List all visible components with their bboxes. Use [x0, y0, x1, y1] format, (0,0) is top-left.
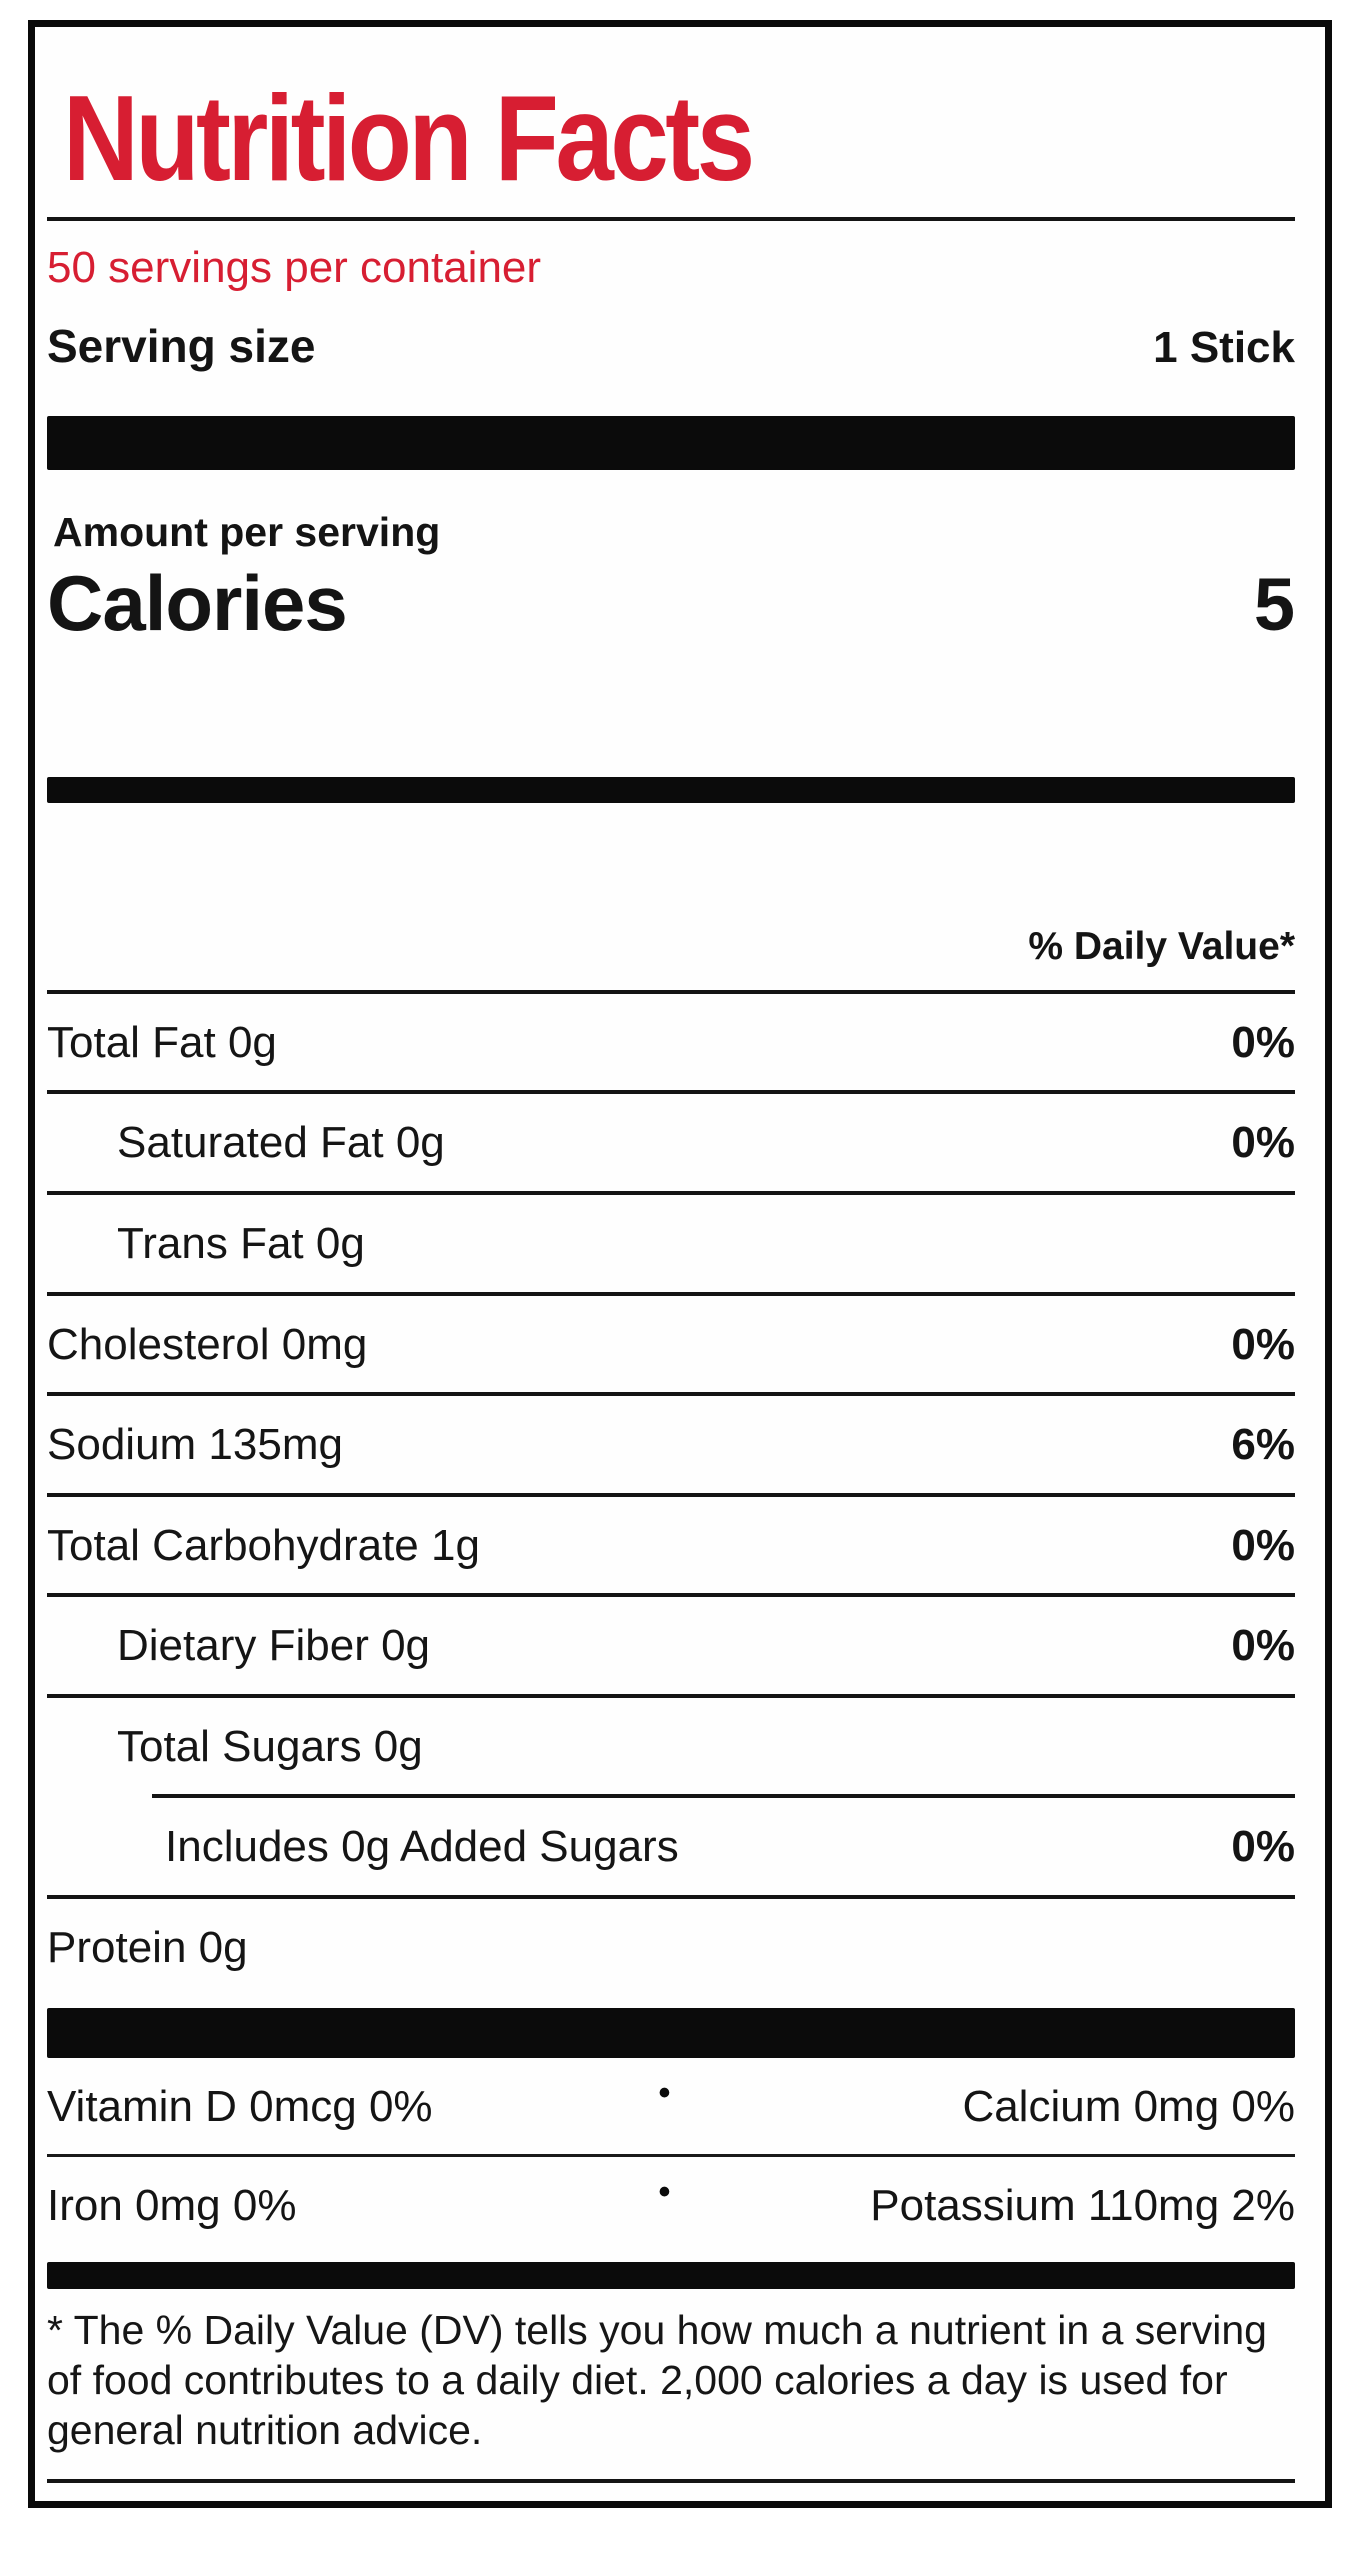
amount-per-serving-label: Amount per serving: [53, 509, 441, 556]
nutrient-name: Protein 0g: [47, 1923, 248, 1973]
bullet-separator-icon: •: [658, 2173, 671, 2212]
nutrient-row-protein: Protein 0g: [47, 1899, 1295, 1998]
daily-value-header: % Daily Value*: [47, 925, 1295, 994]
divider-bottom: [47, 2478, 1295, 2483]
separator-bar-thick-top: [47, 416, 1295, 471]
calories-row: Calories 5: [47, 562, 1295, 645]
label-title: Nutrition Facts: [63, 70, 755, 206]
separator-bar-under-calories: [47, 776, 1295, 803]
nutrition-facts-label: Nutrition Facts 50 servings per containe…: [28, 20, 1332, 2508]
nutrient-daily-value: 0%: [1231, 1520, 1295, 1570]
nutrient-name: Trans Fat 0g: [117, 1218, 365, 1268]
nutrient-name: Total Fat 0g: [47, 1017, 277, 1067]
separator-bar-above-footnote: [47, 2261, 1295, 2289]
nutrient-name: Sodium 135mg: [47, 1420, 343, 1470]
calcium-value: Calcium 0mg 0%: [962, 2081, 1295, 2131]
serving-size-label: Serving size: [47, 319, 316, 372]
nutrient-row-added-sugars: Includes 0g Added Sugars 0%: [47, 1798, 1295, 1900]
nutrient-daily-value: 0%: [1231, 1822, 1295, 1872]
nutrient-daily-value: 6%: [1231, 1420, 1295, 1470]
bullet-separator-icon: •: [658, 2073, 671, 2112]
micronutrient-row-2: Iron 0mg 0% • Potassium 110mg 2%: [47, 2157, 1295, 2254]
nutrient-daily-value: 0%: [1231, 1118, 1295, 1168]
nutrient-row-trans-fat: Trans Fat 0g: [47, 1195, 1295, 1296]
divider-added-sugars: [152, 1794, 1295, 1799]
servings-per-container: 50 servings per container: [47, 242, 542, 292]
nutrient-row-saturated-fat: Saturated Fat 0g 0%: [47, 1094, 1295, 1195]
nutrient-name: Total Carbohydrate 1g: [47, 1520, 480, 1570]
serving-size-value: 1 Stick: [1153, 322, 1295, 372]
nutrient-row-total-fat: Total Fat 0g 0%: [47, 994, 1295, 1095]
nutrient-daily-value: 0%: [1231, 1017, 1295, 1067]
nutrient-name: Total Sugars 0g: [117, 1721, 423, 1771]
potassium-value: Potassium 110mg 2%: [870, 2181, 1295, 2231]
separator-bar-thick-bottom: [47, 2007, 1295, 2058]
nutrient-daily-value: 0%: [1231, 1319, 1295, 1369]
nutrient-name: Saturated Fat 0g: [117, 1118, 445, 1168]
nutrient-row-sodium: Sodium 135mg 6%: [47, 1396, 1295, 1497]
nutrient-name: Dietary Fiber 0g: [117, 1621, 431, 1671]
iron-value: Iron 0mg 0%: [47, 2181, 297, 2231]
nutrient-row-cholesterol: Cholesterol 0mg 0%: [47, 1296, 1295, 1397]
divider-under-title: [47, 216, 1295, 221]
nutrient-name: Cholesterol 0mg: [47, 1319, 368, 1369]
calories-label: Calories: [47, 559, 348, 648]
nutrient-row-total-sugars: Total Sugars 0g: [47, 1698, 1295, 1795]
calories-value: 5: [1253, 563, 1295, 647]
nutrient-name: Includes 0g Added Sugars: [165, 1822, 679, 1872]
serving-size-row: Serving size 1 Stick: [47, 321, 1295, 372]
nutrient-row-total-carbohydrate: Total Carbohydrate 1g 0%: [47, 1497, 1295, 1598]
nutrient-daily-value: 0%: [1231, 1621, 1295, 1671]
nutrient-row-dietary-fiber: Dietary Fiber 0g 0%: [47, 1597, 1295, 1698]
vitamin-d-value: Vitamin D 0mcg 0%: [47, 2081, 433, 2131]
daily-value-footnote: * The % Daily Value (DV) tells you how m…: [47, 2306, 1267, 2453]
micronutrient-row-1: Vitamin D 0mcg 0% • Calcium 0mg 0%: [47, 2058, 1295, 2158]
